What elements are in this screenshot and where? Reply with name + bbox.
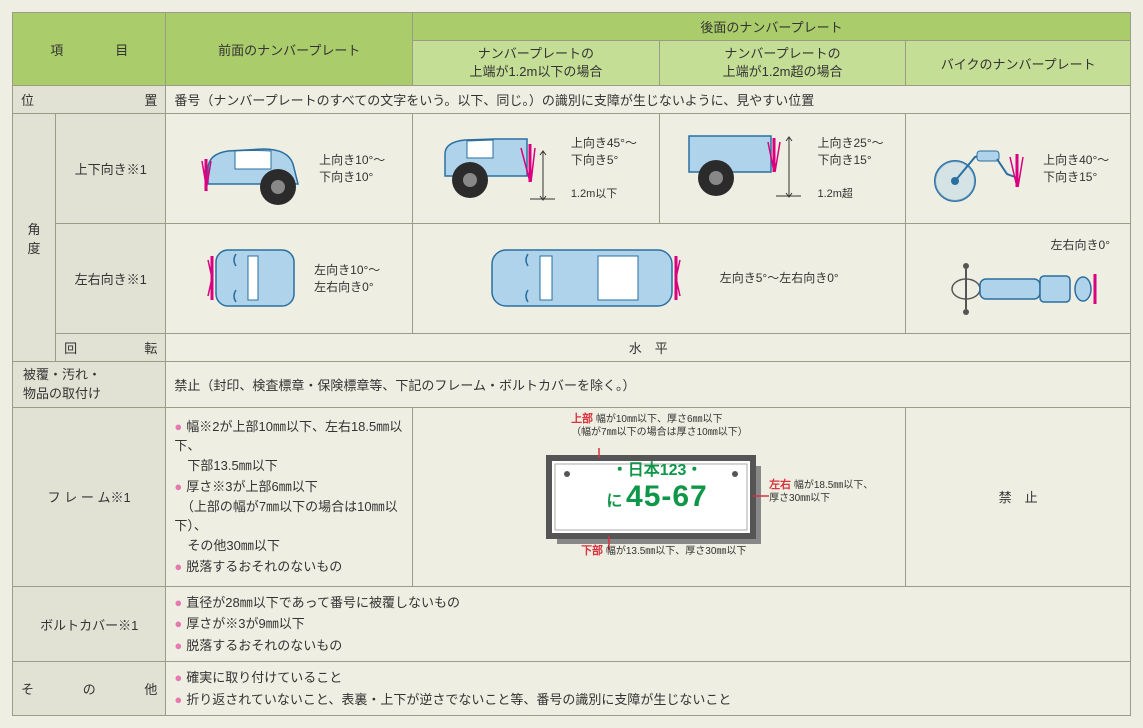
other-bullet-0: 確実に取り付けていること bbox=[174, 668, 1122, 688]
row-position-text: 番号（ナンバープレートのすべての文字をいう。以下、同じ。）の識別に支障が生じない… bbox=[166, 86, 1131, 114]
bike-side bbox=[927, 129, 1037, 209]
hdr-front: 前面のナンバープレート bbox=[166, 13, 413, 86]
ud-rear-high-text: 上向き25°〜 下向き15° 1.2m超 bbox=[817, 135, 883, 203]
car-rear-low-side bbox=[435, 124, 565, 214]
frame-bike-cell: 禁 止 bbox=[906, 407, 1131, 586]
ann-side: 左右 幅が18.5㎜以下、 厚さ30㎜以下 bbox=[769, 478, 873, 505]
row-rotation-text: 水 平 bbox=[166, 334, 1131, 362]
car-rear-high-side bbox=[681, 124, 811, 214]
lr-rear-cell: 左向き5°〜左右向き0° bbox=[413, 224, 906, 334]
plate-regulation-table: 項 目 前面のナンバープレート 後面のナンバープレート ナンバープレートの 上端… bbox=[12, 12, 1131, 716]
bolt-bullet-2: 脱落するおそれのないもの bbox=[174, 636, 1122, 656]
other-bullets: 確実に取り付けていること 折り返されていないこと、表裏・上下が逆さでないこと等、… bbox=[174, 668, 1122, 709]
plate-line2a: に bbox=[606, 493, 622, 510]
row-cover-text: 禁止（封印、検査標章・保険標章等、下記のフレーム・ボルトカバーを除く。） bbox=[166, 362, 1131, 407]
frame-bullets-cell: 幅※2が上部10㎜以下、左右18.5㎜以下、 下部13.5㎜以下 厚さ※3が上部… bbox=[166, 407, 413, 586]
frame-bullets: 幅※2が上部10㎜以下、左右18.5㎜以下、 下部13.5㎜以下 厚さ※3が上部… bbox=[174, 417, 404, 577]
ud-rear-high-cell: 上向き25°〜 下向き15° 1.2m超 bbox=[659, 114, 906, 224]
row-frame-label: フ レ ー ム※1 bbox=[13, 407, 166, 586]
frame-plate-cell: 上部 幅が10㎜以下、厚さ6㎜以下 （幅が7㎜以下の場合は厚さ10㎜以下） ・日… bbox=[413, 407, 906, 586]
ud-rear-low-text: 上向き45°〜 下向き5° 1.2m以下 bbox=[571, 135, 637, 203]
lr-front-cell: 左向き10°〜 左右向き0° bbox=[166, 224, 413, 334]
row-angle-group: 角 度 bbox=[13, 114, 56, 362]
row-lr-label: 左右向き※1 bbox=[56, 224, 166, 334]
car-top-rear bbox=[480, 236, 690, 321]
lr-bike-cell: 左右向き0° bbox=[906, 224, 1131, 334]
row-other-label: そ の 他 bbox=[13, 662, 166, 716]
row-bolt-label: ボルトカバー※1 bbox=[13, 586, 166, 662]
hdr-rear-low: ナンバープレートの 上端が1.2m以下の場合 bbox=[413, 41, 660, 86]
row-position-label: 位 置 bbox=[13, 86, 166, 114]
ann-bottom: 下部 幅が13.5㎜以下、厚さ30㎜以下 bbox=[581, 544, 746, 558]
ud-bike-cell: 上向き40°〜 下向き15° bbox=[906, 114, 1131, 224]
hdr-bike: バイクのナンバープレート bbox=[906, 41, 1131, 86]
row-rotation-label: 回 転 bbox=[56, 334, 166, 362]
row-cover-label: 被覆・汚れ・ 物品の取付け bbox=[13, 362, 166, 407]
hdr-item: 項 目 bbox=[13, 13, 166, 86]
ud-bike-text: 上向き40°〜 下向き15° bbox=[1043, 152, 1109, 186]
plate-line2b: 45-67 bbox=[626, 480, 708, 513]
frame-bullet-0: 幅※2が上部10㎜以下、左右18.5㎜以下、 下部13.5㎜以下 bbox=[174, 417, 404, 476]
car-front-side bbox=[193, 129, 313, 209]
lr-rear-text: 左向き5°〜左右向き0° bbox=[720, 270, 839, 287]
bolt-bullet-0: 直径が28㎜以下であって番号に被覆しないもの bbox=[174, 593, 1122, 613]
frame-bullet-1: 厚さ※3が上部6㎜以下 （上部の幅が7㎜以下の場合は10㎜以下）、 その他30㎜… bbox=[174, 477, 404, 555]
car-top-front bbox=[198, 236, 308, 321]
bolt-bullets-cell: 直径が28㎜以下であって番号に被覆しないもの 厚さが※3が9㎜以下 脱落するおそ… bbox=[166, 586, 1131, 662]
frame-bullet-2: 脱落するおそれのないもの bbox=[174, 557, 404, 577]
hdr-rear-high: ナンバープレートの 上端が1.2m超の場合 bbox=[659, 41, 906, 86]
row-ud-label: 上下向き※1 bbox=[56, 114, 166, 224]
lr-front-text: 左向き10°〜 左右向き0° bbox=[314, 262, 380, 296]
lr-bike-text: 左右向き0° bbox=[1051, 238, 1110, 252]
bolt-bullets: 直径が28㎜以下であって番号に被覆しないもの 厚さが※3が9㎜以下 脱落するおそ… bbox=[174, 593, 1122, 656]
ud-front-text: 上向き10°〜 下向き10° bbox=[319, 152, 385, 186]
hdr-rear-group: 後面のナンバープレート bbox=[413, 13, 1131, 41]
ud-rear-low-cell: 上向き45°〜 下向き5° 1.2m以下 bbox=[413, 114, 660, 224]
plate-line1: ・日本123・ bbox=[577, 456, 737, 480]
bike-top bbox=[928, 254, 1108, 324]
ud-front-cell: 上向き10°〜 下向き10° bbox=[166, 114, 413, 224]
other-bullets-cell: 確実に取り付けていること 折り返されていないこと、表裏・上下が逆さでないこと等、… bbox=[166, 662, 1131, 716]
bolt-bullet-1: 厚さが※3が9㎜以下 bbox=[174, 614, 1122, 634]
ann-top: 上部 幅が10㎜以下、厚さ6㎜以下 （幅が7㎜以下の場合は厚さ10㎜以下） bbox=[571, 412, 748, 439]
other-bullet-1: 折り返されていないこと、表裏・上下が逆さでないこと等、番号の識別に支障が生じない… bbox=[174, 690, 1122, 710]
